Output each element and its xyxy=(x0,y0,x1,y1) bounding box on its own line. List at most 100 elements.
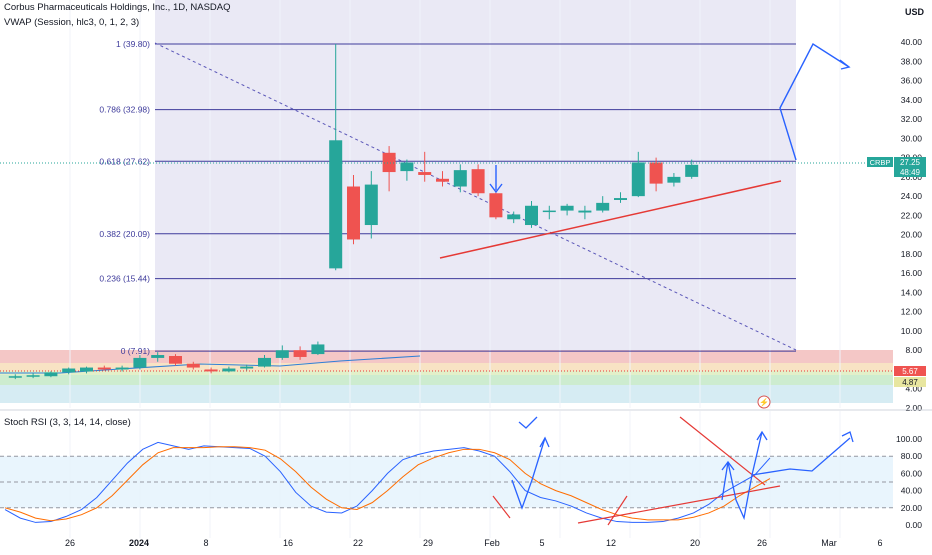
ticker-badge xyxy=(867,157,893,167)
candle-body xyxy=(382,152,396,173)
rsi-title: Stoch RSI (3, 3, 14, 14, close) xyxy=(4,417,131,428)
price-tick-label: 38.00 xyxy=(901,56,923,66)
price-tick-label: 12.00 xyxy=(901,307,923,317)
rsi-tick-label: 0.00 xyxy=(905,520,922,530)
candle-body xyxy=(453,170,467,187)
candle-body xyxy=(631,162,645,197)
candle-body xyxy=(293,350,307,357)
rsi-tick-label: 80.00 xyxy=(901,451,923,461)
candle-body xyxy=(578,210,592,213)
candle-body xyxy=(542,210,556,213)
vwap-badge-value: 5.67 xyxy=(902,367,918,376)
currency-label: USD xyxy=(905,7,925,17)
candle-body xyxy=(489,193,503,218)
band-badge-value: 4.87 xyxy=(902,378,918,387)
vwap-band-low xyxy=(0,375,893,385)
price-tick-label: 34.00 xyxy=(901,95,923,105)
fib-level-label: 1 (39.80) xyxy=(116,39,150,49)
candle-body xyxy=(62,368,76,373)
lightning-icon[interactable] xyxy=(757,395,771,409)
time-axis-label: 8 xyxy=(203,538,208,548)
time-axis-label: Mar xyxy=(821,538,837,548)
vwap-legend: VWAP (Session, hlc3, 0, 1, 2, 3) xyxy=(4,17,140,28)
candle-body xyxy=(347,186,360,240)
time-axis-label: 26 xyxy=(757,538,767,548)
candle-body xyxy=(329,140,343,269)
price-tick-label: 22.00 xyxy=(901,210,923,220)
candle-body xyxy=(97,367,111,370)
price-tick-label: 36.00 xyxy=(901,76,923,86)
fib-level-label: 0.786 (32.98) xyxy=(99,105,150,115)
vwap-badge xyxy=(894,366,926,376)
candle-body xyxy=(649,162,663,184)
price-tick-label: 14.00 xyxy=(901,287,923,297)
candle-body xyxy=(400,162,414,172)
price-tick-label: 40.00 xyxy=(901,37,923,47)
candle-body xyxy=(560,205,574,211)
candle-body xyxy=(258,357,271,367)
time-axis-label: 26 xyxy=(65,538,75,548)
fib-level-label: 0.382 (20.09) xyxy=(99,229,150,239)
rsi-down-tick xyxy=(518,416,538,429)
price-tick-label: 18.00 xyxy=(901,249,923,259)
time-axis-label: Feb xyxy=(484,538,500,548)
candle-body xyxy=(8,376,22,378)
rsi-red-mark xyxy=(492,495,511,519)
candle-body xyxy=(418,172,432,175)
rsi-forecast-arrow-icon xyxy=(841,431,854,443)
candle-body xyxy=(44,372,58,377)
candle-body xyxy=(667,176,681,183)
candle-body xyxy=(133,357,147,368)
price-tick-label: 16.00 xyxy=(901,268,923,278)
vwap-band-lowest xyxy=(0,385,893,403)
candle-body xyxy=(596,202,610,211)
price-badge-value: 27.25 xyxy=(900,158,921,167)
projection-path xyxy=(779,42,850,161)
stoch-d-line xyxy=(4,446,771,522)
lightning-glyph: ⚡ xyxy=(759,397,769,407)
time-axis-label: 29 xyxy=(423,538,433,548)
time-axis-label: 16 xyxy=(283,538,293,548)
vwap-band-mid xyxy=(0,363,893,371)
time-axis-label: 12 xyxy=(606,538,616,548)
candle-body xyxy=(80,367,93,372)
rsi-projection-arrow-icon xyxy=(756,430,768,441)
rsi-tick-label: 100.00 xyxy=(896,434,922,444)
time-axis-label: 2024 xyxy=(129,538,149,548)
price-tick-label: 10.00 xyxy=(901,326,923,336)
projection-arrow-icon xyxy=(839,59,851,70)
ticker-badge-text: CRBP xyxy=(870,158,891,167)
candle-body xyxy=(26,375,40,377)
vwap-band-inner xyxy=(0,371,893,375)
rsi-up-arrow-icon xyxy=(539,436,550,448)
support-trendline xyxy=(439,180,782,259)
rsi-tick-label: 60.00 xyxy=(901,468,923,478)
candle-body xyxy=(507,214,521,220)
candle-body xyxy=(311,344,325,355)
rsi-tick-label: 40.00 xyxy=(901,486,923,496)
price-tick-label: 20.00 xyxy=(901,230,923,240)
rsi-tick-label: 20.00 xyxy=(901,503,923,513)
time-axis-label: 5 xyxy=(539,538,544,548)
candle-body xyxy=(186,363,200,368)
candle-body xyxy=(169,355,182,364)
price-tick-label: 8.00 xyxy=(905,345,922,355)
down-arrow-icon xyxy=(489,183,503,194)
time-axis-label: 22 xyxy=(353,538,363,548)
candle-body xyxy=(364,184,378,226)
candle-body xyxy=(151,355,165,358)
candle-body xyxy=(240,366,254,369)
rsi-resistance-trendline xyxy=(679,416,766,486)
band-badge xyxy=(894,377,926,387)
candle-body xyxy=(614,198,627,200)
candle-body xyxy=(525,205,538,226)
rsi-small-arrow-icon xyxy=(721,460,735,471)
price-tick-label: 30.00 xyxy=(901,133,923,143)
price-badge-countdown: 48:49 xyxy=(900,168,921,177)
fib-level-label: 0 (7.91) xyxy=(121,346,150,356)
rsi-projection xyxy=(721,431,763,521)
time-axis-label: 6 xyxy=(877,538,882,548)
candle-body xyxy=(204,369,218,372)
